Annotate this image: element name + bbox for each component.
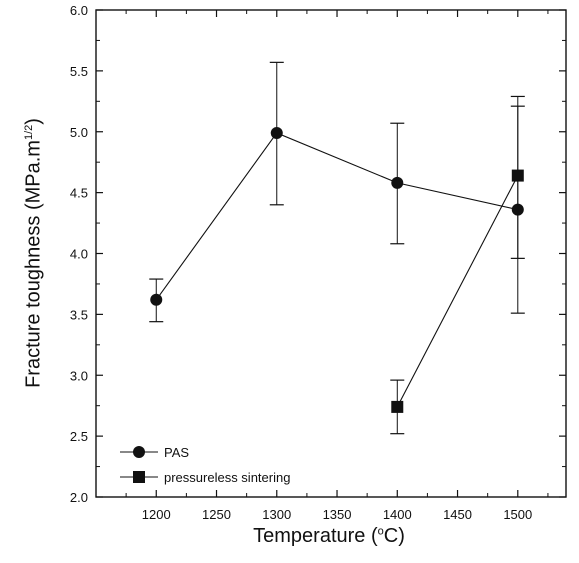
x-tick-label: 1400 [383,507,412,522]
legend-label: pressureless sintering [164,470,290,485]
legend-marker [133,446,145,458]
y-tick-label: 2.5 [70,429,88,444]
data-point [150,293,163,306]
data-point [391,176,404,189]
legend: PAS pressureless sintering [120,445,290,485]
x-tick-label: 1250 [202,507,231,522]
x-tick-label: 1450 [443,507,472,522]
y-tick-label: 6.0 [70,3,88,18]
y-tick-label: 4.0 [70,247,88,262]
tick-labels: 1200 1250 1300 1350 1400 1450 1500 2.0 2.5 3.0 3.5… [70,3,532,522]
data-point [270,126,283,139]
axis-ticks [96,9,566,498]
series-layer [149,61,525,435]
x-axis-label-end: C) [383,525,405,547]
x-axis-label-degree: o [377,525,384,538]
legend-marker [133,471,145,483]
y-tick-label: 4.5 [70,186,88,201]
series-line [396,175,519,408]
data-point [511,169,524,182]
y-tick-label: 3.5 [70,307,88,322]
x-tick-label: 1200 [142,507,171,522]
x-tick-label: 1300 [262,507,291,522]
series-pas [149,61,525,323]
legend-label: PAS [164,445,189,460]
plot-frame [95,9,567,498]
y-tick-label: 3.0 [70,368,88,383]
y-axis-label-exponent: 1/2 [22,124,35,141]
y-axis-label: Fracture toughness (MPa.m1/2) [23,118,46,388]
y-axis-label-text: Fracture toughness (MPa.m [22,140,45,388]
y-tick-label: 5.0 [70,125,88,140]
x-axis-label-text: Temperature ( [253,525,378,547]
x-axis-label: Temperature (oC) [253,525,405,548]
x-tick-label: 1350 [323,507,352,522]
y-axis-label-end: ) [22,118,45,125]
series-pressureless-sintering [390,95,525,435]
data-point [391,400,404,413]
x-tick-label: 1500 [503,507,532,522]
y-tick-label: 5.5 [70,64,88,79]
y-tick-label: 2.0 [70,490,88,505]
series-line [155,132,518,301]
